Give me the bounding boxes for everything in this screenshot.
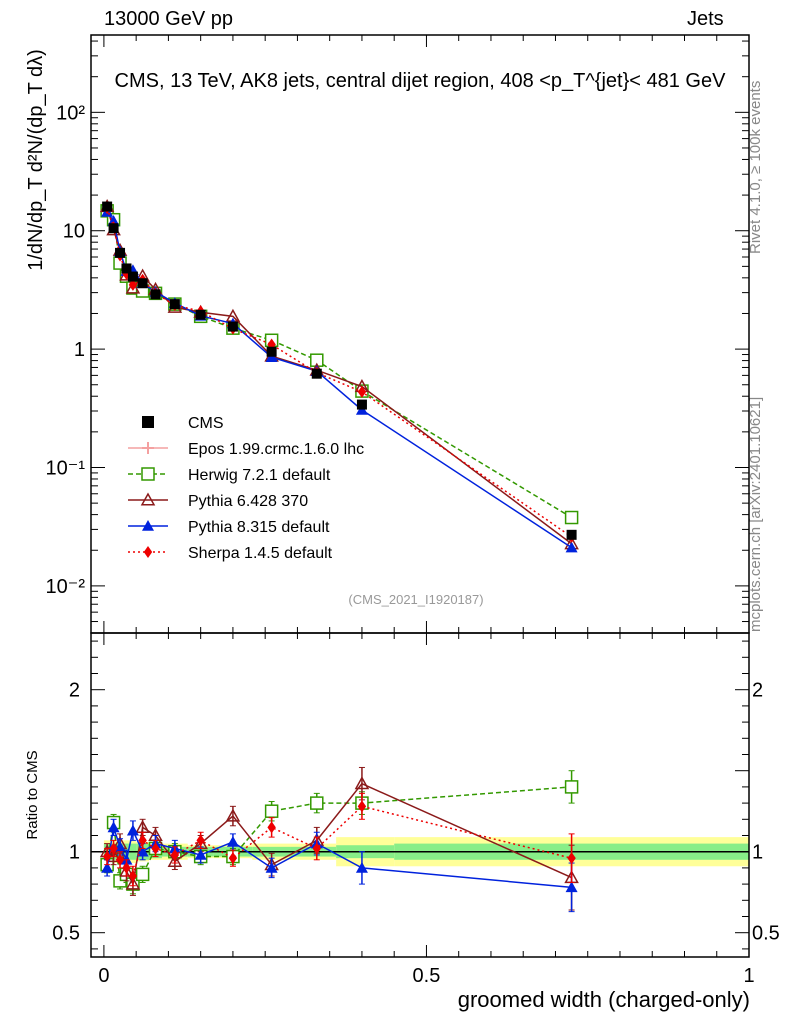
ratio-point [226,835,239,847]
legend-item: CMS [142,415,224,432]
ratio-point [107,821,120,833]
data-point [150,289,161,300]
ratio-point [565,881,578,893]
ratio-point [101,861,114,873]
ratio-point [126,824,139,836]
legend-item: Sherpa 1.4.5 default [128,545,333,562]
x-tick-label: 0.5 [413,965,441,987]
ratio-point [167,853,183,867]
y-tick-label: 10⁻¹ [46,457,86,479]
ratio-point [310,796,324,810]
legend-item: Herwig 7.2.1 default [128,467,331,484]
x-axis-label: groomed width (charged-only) [458,987,750,1012]
ratio-y-axis-label: Ratio to CMS [24,750,41,839]
ratio-point [125,876,141,890]
ratio-tick-label: 0.5 [52,923,80,945]
data-point [227,321,238,332]
ratio-point [355,861,368,873]
legend-label: Pythia 8.315 default [188,519,330,536]
ratio-point [151,842,160,855]
ratio-tick-label-right: 0.5 [752,923,780,945]
ratio-tick-label-right: 1 [752,842,763,864]
legend-marker [143,546,153,558]
ratio-point [136,845,149,857]
ratio-point [564,780,579,794]
ratio-point [194,848,207,860]
ratio-point [267,821,276,834]
main-point [125,280,141,294]
legend-marker [141,467,155,481]
watermark: (CMS_2021_I1920187) [348,592,483,607]
main-line-herwig-1 [106,210,572,519]
ratio-point [567,852,576,865]
ratio-point [120,853,133,865]
ratio-tick-label: 1 [69,842,80,864]
ratio-point [357,800,367,813]
ratio-point [264,804,279,818]
y-tick-label: 10⁻² [46,576,86,598]
data-point [311,368,322,379]
data-point [121,263,132,274]
data-point [102,201,113,212]
data-point [169,299,180,310]
main-line-pythia-3 [106,211,573,549]
main-point [564,510,579,525]
data-point [127,271,138,282]
ratio-point [265,861,278,873]
ratio-point [170,848,180,861]
legend-label: CMS [188,415,224,432]
chart-title: CMS, 13 TeV, AK8 jets, central dijet reg… [115,70,727,92]
legend-label: Pythia 6.428 370 [188,493,308,510]
data-point [566,529,577,540]
ratio-point [109,842,118,855]
legend-item: Pythia 8.315 default [128,519,330,536]
data-point [108,223,119,234]
legend-marker [142,442,154,454]
ratio-point [115,853,125,866]
y-axis-label: 1/dN/dp_T d²N/(dp_T dλ) [25,49,47,271]
y-tick-label: 1 [74,339,85,361]
ratio-tick-label: 2 [69,680,80,702]
data-point [137,278,148,289]
ratio-point [122,861,131,874]
data-point [266,346,277,357]
ratio-point [354,776,370,790]
legend-label: Sherpa 1.4.5 default [188,545,333,562]
data-point [356,399,367,410]
legend-marker [140,492,156,506]
ratio-point [128,870,138,882]
main-point [128,278,138,291]
ratio-point [225,808,241,822]
ratio-point [312,842,321,855]
legend-marker [142,416,154,428]
data-point [115,247,126,258]
y-tick-label: 10² [56,102,85,124]
ratio-point [102,850,112,863]
main-line-sherpa-4 [106,207,573,538]
legend-marker [142,520,154,531]
y-axis-label-text: 1/dN/dp_T d²N/(dp_T dλ) [25,49,47,271]
y-tick-label: 10 [63,221,85,243]
ratio-point [228,852,238,865]
header-category-label: Jets [687,8,724,30]
legend-label: Epos 1.99.crmc.1.6.0 lhc [188,441,364,458]
ratio-frame [90,632,750,958]
ratio-line-herwig-1 [106,786,572,886]
legend-item: Pythia 6.428 370 [128,492,308,510]
x-tick-label: 1 [743,965,754,987]
ratio-point [135,867,150,882]
data-point [195,309,206,320]
x-tick-label: 0 [98,965,109,987]
ratio-tick-label-right: 2 [752,680,763,702]
header-process-label: 13000 GeV pp [104,8,233,30]
main-point [107,215,120,226]
legend-label: Herwig 7.2.1 default [188,467,331,484]
legend-item: Epos 1.99.crmc.1.6.0 lhc [128,441,364,458]
main-point [565,541,578,553]
ratio-point [196,834,205,847]
main-frame [90,34,750,634]
main-point [357,385,367,398]
ratio-point [138,834,147,847]
